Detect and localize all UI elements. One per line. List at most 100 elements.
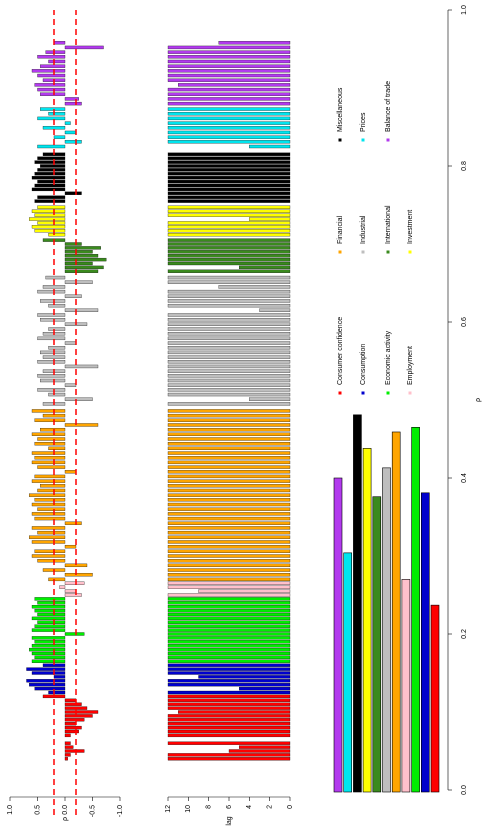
- rho-bar: [64, 757, 68, 761]
- rho-bar: [34, 686, 66, 691]
- lag-bar: [167, 121, 291, 125]
- lag-bar: [167, 549, 291, 553]
- lag-bar: [167, 502, 291, 507]
- rotated-figure: ρ lag ρ -1.0 -0.5 0.0 0.5 1.0 0 2 4 6 8 10 12 0.0 0.2…: [7, 5, 482, 826]
- lag-bar: [167, 160, 291, 164]
- rho-bar: [26, 667, 66, 671]
- lag-bar: [167, 355, 291, 359]
- rho-bar: [64, 130, 77, 135]
- lag-bar: [167, 409, 291, 413]
- lag-bar: [167, 451, 291, 455]
- lag-bar: [167, 442, 291, 446]
- lag-bar: [167, 116, 291, 121]
- share-bar: [333, 477, 343, 793]
- lag-bar: [167, 544, 291, 549]
- rho-bar: [64, 470, 77, 474]
- lag-bar: [167, 250, 291, 254]
- lag-bar: [167, 725, 291, 730]
- rho-bar: [34, 624, 66, 628]
- lag-bar: [167, 465, 291, 469]
- rho-bar: [29, 683, 66, 687]
- rho-bar: [45, 50, 66, 54]
- lag-bar: [167, 336, 291, 341]
- rho-bar: [37, 507, 66, 511]
- lag-bar: [167, 45, 291, 50]
- lag-bar: [167, 229, 291, 233]
- lag-bar: [167, 706, 291, 710]
- rho-bar: [34, 83, 66, 87]
- lag-tick-label: 8: [206, 805, 213, 809]
- rho-bar: [64, 710, 99, 714]
- lag-bar: [167, 221, 291, 225]
- rho-bar: [31, 628, 66, 632]
- rho-bar: [64, 722, 77, 726]
- rho-bar: [37, 73, 66, 78]
- legend-swatch: [361, 250, 365, 254]
- lag-bar: [167, 714, 291, 718]
- rho-bar: [34, 160, 66, 164]
- lag-bar: [167, 187, 291, 192]
- lag-bar: [167, 659, 291, 663]
- lag-bar: [167, 620, 291, 624]
- rho-bar: [64, 121, 71, 125]
- lag-bar: [167, 378, 291, 383]
- lag-bar: [167, 530, 291, 535]
- legend-label: Consumption: [360, 344, 367, 385]
- rho-bar: [64, 191, 82, 195]
- lag-bar: [167, 350, 291, 355]
- lag-bar: [218, 41, 291, 45]
- rho-bar: [31, 460, 66, 465]
- rho-bar: [31, 209, 66, 213]
- legend-swatch: [338, 391, 342, 395]
- legend-label: Economic activity: [385, 330, 392, 385]
- lag-tick-label: 6: [226, 805, 233, 809]
- lag-bar: [167, 605, 291, 609]
- x-tick-label: 0.6: [461, 317, 468, 327]
- rho-bar: [42, 126, 66, 130]
- lag-bar: [167, 694, 291, 699]
- rho-bar: [31, 502, 66, 507]
- rho-bar: [42, 285, 66, 289]
- rho-bar: [64, 745, 74, 749]
- rho-bar: [64, 45, 104, 50]
- rho-bar: [48, 112, 66, 116]
- rho-bar: [64, 254, 99, 258]
- rho-bar: [37, 179, 66, 184]
- lag-bar: [167, 418, 291, 422]
- share-bar: [382, 467, 391, 793]
- lag-bar: [167, 456, 291, 460]
- lag-bar: [167, 753, 291, 757]
- rho-bar: [64, 423, 99, 427]
- legend-label: Employment: [407, 346, 414, 385]
- lag-bar: [167, 179, 291, 184]
- lag-bar: [167, 647, 291, 652]
- lag-bar: [167, 526, 291, 530]
- rho-bar: [29, 217, 66, 221]
- lag-bar: [167, 130, 291, 135]
- lag-bar: [167, 209, 291, 213]
- legend-swatch: [408, 250, 412, 254]
- rho-bar: [31, 554, 66, 558]
- rho-bar: [37, 374, 66, 378]
- legend-label: International: [385, 205, 392, 244]
- rho-bar: [40, 378, 66, 383]
- lag-bar: [167, 432, 291, 436]
- lag-bar: [167, 156, 291, 160]
- rho-bar: [31, 432, 66, 436]
- rho-bar: [64, 308, 99, 312]
- y-axis-title: ρ: [62, 817, 69, 821]
- lag-bar: [167, 474, 291, 479]
- rho-bar: [37, 437, 66, 441]
- share-bar: [420, 492, 430, 793]
- rho-bar: [48, 392, 66, 397]
- lag-tick-label: 10: [185, 805, 192, 813]
- legend-label: Balance of trade: [385, 81, 392, 132]
- lag-bar: [167, 87, 291, 92]
- rho-bar: [64, 364, 99, 369]
- rho-bar: [40, 92, 66, 96]
- lag-bar: [167, 470, 291, 474]
- rho-bar: [64, 242, 82, 246]
- rho-bar: [31, 651, 66, 656]
- lag-bar: [167, 392, 291, 397]
